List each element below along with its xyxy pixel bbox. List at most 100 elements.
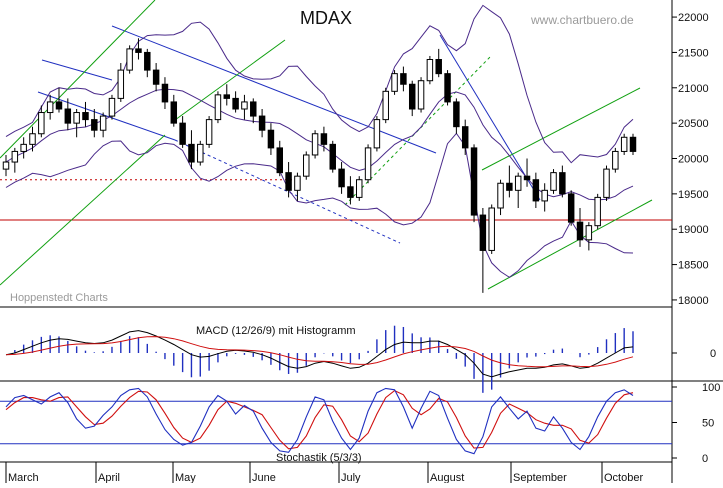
candle-body-up <box>356 179 363 198</box>
candle-body-down <box>329 143 336 170</box>
candle <box>82 101 89 127</box>
candle <box>205 116 213 148</box>
candle <box>91 109 98 138</box>
candle <box>20 137 27 159</box>
candle <box>267 123 275 155</box>
candle-body-down <box>267 129 275 149</box>
macd-signal-line <box>5 336 634 368</box>
price-tick-label: 20000 <box>678 154 709 166</box>
candle-body-up <box>46 101 54 114</box>
candle <box>64 98 72 131</box>
candle <box>38 105 45 138</box>
candle <box>223 84 231 106</box>
month-label-june: June <box>252 472 276 483</box>
candle <box>170 94 178 127</box>
candle-body-up <box>11 150 19 163</box>
candle <box>135 38 142 60</box>
bollinger-bands <box>5 4 634 278</box>
candle <box>338 162 345 194</box>
month-label-september: September <box>513 472 567 483</box>
candle <box>364 144 372 184</box>
candle-body-up <box>585 225 593 241</box>
candle-body-up <box>303 154 310 177</box>
candle-body-up <box>488 207 495 251</box>
candle <box>152 63 160 92</box>
candle-body-up <box>20 143 27 152</box>
candle <box>161 77 169 109</box>
candle-body-down <box>161 83 169 103</box>
watermark: www.chartbuero.de <box>530 13 634 27</box>
candle-body-down <box>82 112 89 121</box>
candle-body-down <box>470 147 478 216</box>
candle-body-up <box>38 112 45 135</box>
source-label: Hoppenstedt Charts <box>10 292 108 304</box>
candle-body-down <box>408 83 416 110</box>
candle <box>303 151 310 180</box>
candle <box>532 172 540 208</box>
candle <box>347 176 354 205</box>
candle-body-down <box>179 122 186 145</box>
bollinger-lower <box>5 132 634 278</box>
candle-body-up <box>126 48 133 71</box>
candle <box>179 116 186 148</box>
candle <box>444 70 451 106</box>
candlestick-series <box>2 38 637 293</box>
candle-body-up <box>108 97 116 117</box>
candle <box>320 126 328 152</box>
candle-body-up <box>497 182 504 209</box>
month-label-april: April <box>98 472 120 483</box>
candle-body-down <box>532 179 540 202</box>
macd-tick-label: 0 <box>710 348 716 360</box>
candle-body-down <box>576 221 584 241</box>
candle <box>294 172 301 201</box>
candle <box>329 140 336 173</box>
candle <box>391 70 398 95</box>
stochastic-panel: 100 50 0 <box>0 382 720 465</box>
candle <box>188 130 195 170</box>
recovery-channel-lower <box>487 199 653 290</box>
candle-body-up <box>99 115 107 131</box>
candle-body-down <box>506 182 513 191</box>
recovery-channel-upper <box>481 87 641 171</box>
candle <box>29 126 36 152</box>
candle <box>576 208 584 247</box>
candle-body-up <box>294 175 301 191</box>
candle-body-down <box>258 115 266 131</box>
candle-body-up <box>197 143 204 163</box>
chart-title: MDAX <box>300 8 352 28</box>
candle <box>453 98 460 134</box>
candle <box>197 140 204 166</box>
month-label-march: March <box>8 472 39 483</box>
stoch-tick-label: 100 <box>702 382 720 394</box>
candle <box>126 45 133 74</box>
candle-body-down <box>276 147 283 174</box>
candle-body-up <box>594 196 601 227</box>
price-tick-label: 18500 <box>678 260 709 272</box>
candle <box>144 48 151 78</box>
price-tick-label: 20500 <box>678 118 709 130</box>
candle <box>612 147 619 173</box>
candle-body-down <box>152 69 160 85</box>
candle-body-down <box>320 133 328 145</box>
candle <box>373 116 381 152</box>
candle-body-up <box>417 80 425 110</box>
candle <box>514 172 522 208</box>
axis-labels: March April May June July August September Octo… <box>8 12 709 484</box>
candle <box>470 144 478 223</box>
candle-body-down <box>479 214 487 251</box>
candle <box>250 98 257 124</box>
candle-body-down <box>55 101 63 110</box>
candle <box>55 87 63 113</box>
candle-body-up <box>364 147 372 181</box>
candle <box>541 183 548 212</box>
candle-body-up <box>612 150 619 170</box>
candle-body-down <box>188 143 195 163</box>
candle-body-up <box>514 175 522 191</box>
month-label-july: July <box>341 472 361 483</box>
candle-body-down <box>232 97 239 110</box>
candle <box>232 91 239 113</box>
long-uptrend-upper <box>0 0 156 159</box>
candle <box>2 154 10 177</box>
